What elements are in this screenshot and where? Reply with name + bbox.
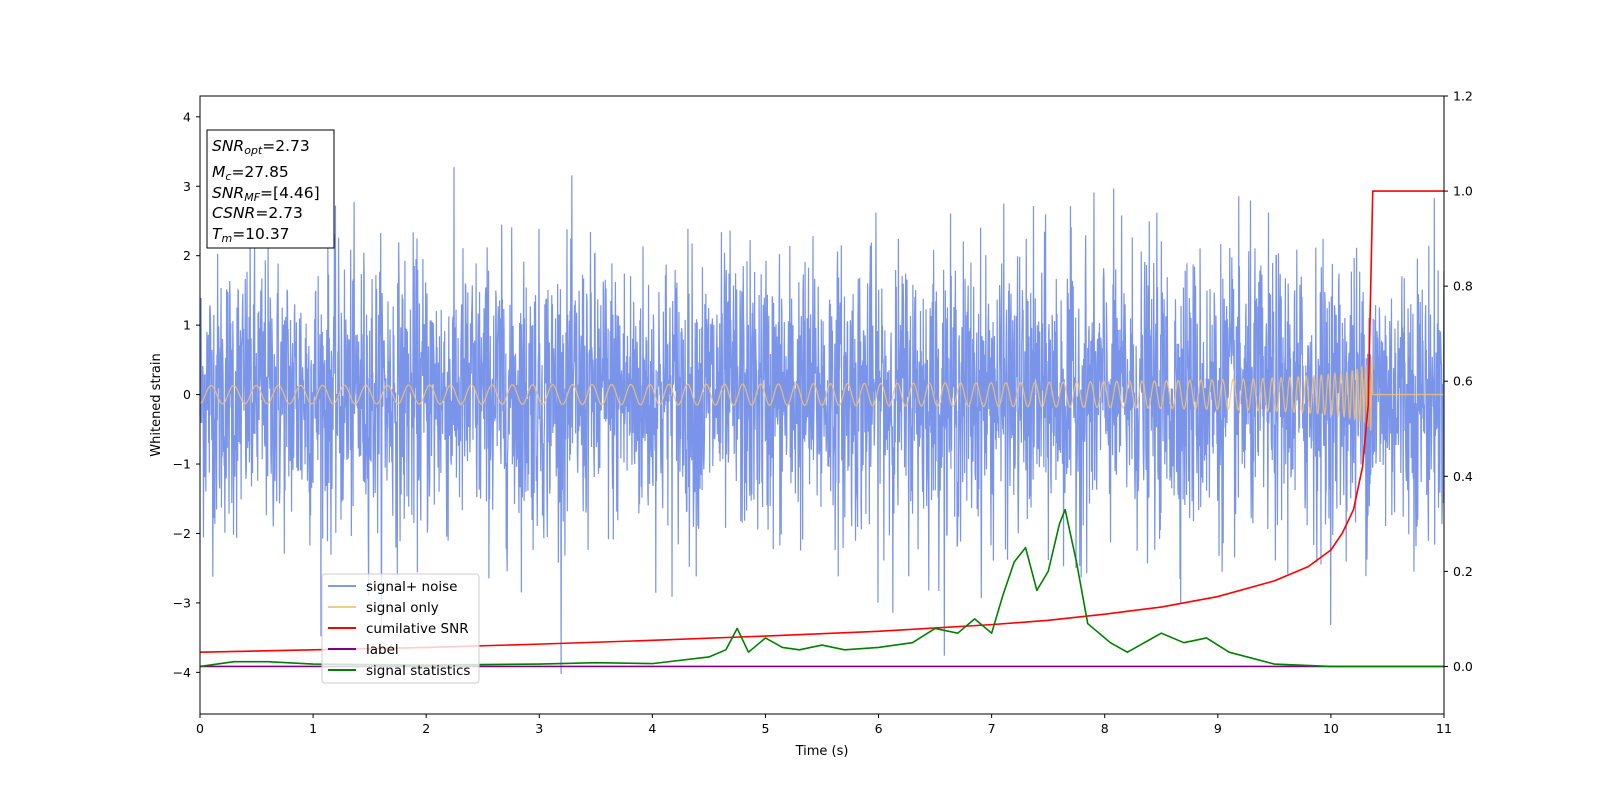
snr-mf-subscript: MF (244, 191, 260, 204)
x-tick-label: 4 (648, 721, 656, 736)
y-left-tick-label: −4 (173, 665, 191, 680)
series-signal-only-line (199, 356, 1444, 431)
x-tick-label: 3 (535, 721, 543, 736)
x-axis-label: Time (s) (795, 744, 849, 759)
x-tick-label: 1 (309, 721, 317, 736)
annotation-csnr: CSNR=2.73 (212, 204, 303, 222)
snr-mf-value: =[4.46] (260, 184, 320, 202)
x-tick-label: 0 (196, 721, 204, 736)
annotation-tm: Tm=10.37 (212, 225, 290, 245)
plot-frame (199, 95, 1445, 715)
csnr-symbol: CSNR (212, 204, 255, 222)
legend-entries: signal+ noise signal only cumilative SNR la… (328, 579, 470, 679)
snr-opt-symbol: SNR (212, 137, 244, 155)
y-left-tick-label: 1 (183, 318, 191, 333)
series-cumulative-snr-line (199, 190, 1444, 653)
y-right-tick-label: 0.0 (1453, 659, 1473, 674)
y-right-tick-label: 0.8 (1453, 279, 1473, 294)
legend: signal+ noise signal only cumilative SNR la… (321, 573, 480, 684)
mc-value: =27.85 (231, 163, 288, 181)
tm-value: =10.37 (232, 225, 289, 243)
tm-symbol: T (212, 225, 223, 243)
annotation-snr-opt: SNRopt=2.73 (212, 137, 310, 157)
legend-box (321, 573, 480, 684)
annotation-mc: Mc=27.85 (212, 163, 289, 183)
y-right-tick-label: 1.0 (1453, 184, 1473, 199)
ticks-layer: 0 1 2 3 4 5 6 7 8 9 10 1143210−1−2−3−41.21.00.80.60… (173, 89, 1473, 737)
csnr-value: =2.73 (255, 204, 303, 222)
legend-label-label: label (366, 642, 399, 658)
x-tick-label: 8 (1101, 721, 1109, 736)
x-tick-label: 7 (988, 721, 996, 736)
x-tick-label: 5 (761, 721, 769, 736)
y-left-tick-label: −3 (173, 595, 191, 610)
y-left-tick-label: 4 (183, 109, 191, 124)
y-left-tick-label: −2 (173, 526, 191, 541)
x-tick-label: 9 (1214, 721, 1222, 736)
legend-signal-only-label: signal only (366, 600, 439, 616)
y-left-tick-label: 2 (183, 248, 191, 263)
x-tick-label: 10 (1323, 721, 1339, 736)
y-right-tick-label: 0.2 (1453, 564, 1473, 579)
x-tick-label: 6 (875, 721, 883, 736)
y-axis-label-left: Whitened strain (149, 353, 164, 456)
legend-signal-statistics-label: signal statistics (366, 663, 470, 679)
annotation-box (206, 129, 335, 249)
x-tick-label: 2 (422, 721, 430, 736)
snr-opt-value: =2.73 (262, 137, 310, 155)
series-signal-statistics-line (199, 508, 1444, 668)
x-tick-label: 11 (1436, 721, 1452, 736)
y-right-tick-label: 1.2 (1453, 89, 1473, 104)
y-left-tick-label: 0 (183, 387, 191, 402)
snr-mf-symbol: SNR (212, 184, 244, 202)
y-left-tick-label: −1 (173, 457, 191, 472)
annotation-snr-mf: SNRMF=[4.46] (212, 184, 320, 204)
mc-symbol: M (212, 163, 225, 181)
series-signal-noise-line (199, 167, 1445, 674)
tm-subscript: m (221, 232, 232, 245)
metrics-annotation: SNRopt=2.73 Mc=27.85 SNRMF=[4.46] CSNR=2… (206, 129, 335, 249)
legend-cumulative-snr-label: cumilative SNR (366, 621, 469, 637)
y-left-tick-label: 3 (183, 179, 191, 194)
y-right-tick-label: 0.4 (1453, 469, 1473, 484)
y-right-tick-label: 0.6 (1453, 374, 1473, 389)
mc-subscript: c (225, 170, 231, 183)
legend-signal-noise-label: signal+ noise (366, 579, 457, 595)
snr-opt-subscript: opt (244, 144, 263, 157)
